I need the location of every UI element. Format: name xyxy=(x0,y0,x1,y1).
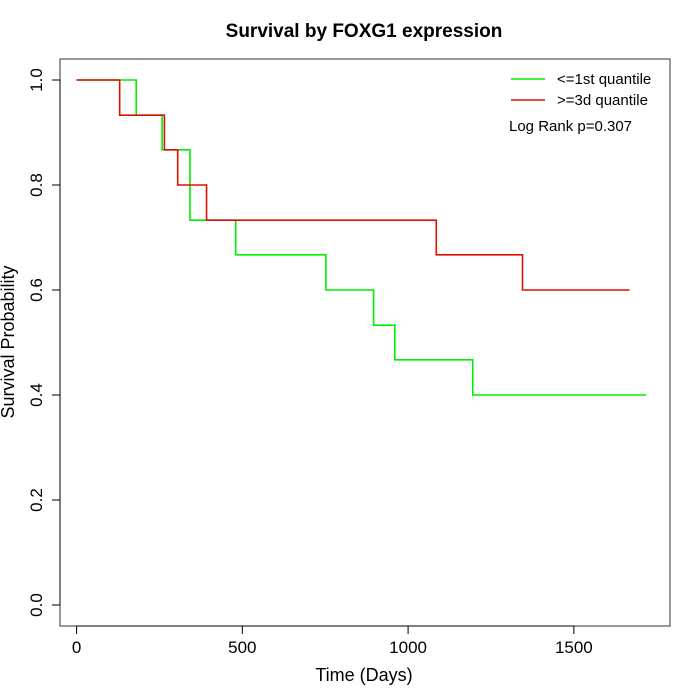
plot-frame xyxy=(59,58,671,627)
x-axis-label: Time (Days) xyxy=(315,665,412,685)
chart-title: Survival by FOXG1 expression xyxy=(226,21,503,42)
y-axis-label: Survival Probability xyxy=(0,265,18,418)
y-tick-label: 0.2 xyxy=(27,488,46,512)
y-tick-label: 1.0 xyxy=(27,68,46,92)
x-tick-label: 1500 xyxy=(555,638,593,657)
y-tick-label: 0.6 xyxy=(27,278,46,302)
x-axis: 0 500 1000 1500 xyxy=(72,625,593,657)
log-rank-annotation: Log Rank p=0.307 xyxy=(509,118,632,135)
x-tick-label: 0 xyxy=(72,638,81,657)
x-tick-label: 500 xyxy=(228,638,256,657)
y-axis: 0.0 0.2 0.4 0.6 0.8 1.0 xyxy=(27,68,61,617)
legend: <=1st quantile >=3d quantile xyxy=(511,71,651,109)
y-tick-label: 0.4 xyxy=(27,383,46,407)
y-tick-label: 0.0 xyxy=(27,593,46,617)
y-tick-label: 0.8 xyxy=(27,173,46,197)
legend-label-high: >=3d quantile xyxy=(557,92,648,109)
legend-label-low: <=1st quantile xyxy=(557,71,651,88)
survival-curves xyxy=(76,79,647,396)
curve-high-quantile xyxy=(76,79,630,291)
x-tick-label: 1000 xyxy=(389,638,427,657)
